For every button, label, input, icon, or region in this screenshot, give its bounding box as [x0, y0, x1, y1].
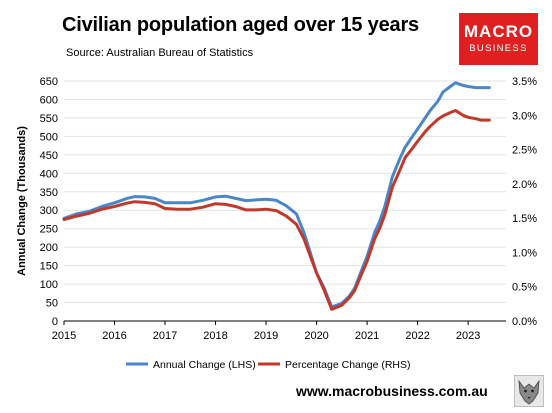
x-tick-label: 2021	[355, 330, 379, 342]
y-tick-label: 100	[40, 279, 58, 291]
x-tick-label: 2018	[203, 330, 227, 342]
y-tick-label: 600	[40, 94, 58, 106]
chart-source: Source: Australian Bureau of Statistics	[66, 47, 254, 59]
x-tick-label: 2017	[153, 330, 177, 342]
y2-tick-label: 3.0%	[512, 110, 537, 122]
y-tick-label: 50	[46, 298, 58, 310]
y2-tick-label: 0.0%	[512, 316, 537, 328]
website-url[interactable]: www.macrobusiness.com.au	[296, 383, 488, 399]
wolf-icon	[514, 375, 544, 407]
y-tick-label: 400	[40, 168, 58, 180]
y-tick-label: 450	[40, 150, 58, 162]
series-line	[62, 81, 491, 309]
y-axis-label: Annual Change (Thousands)	[16, 126, 28, 276]
y2-tick-label: 3.5%	[512, 76, 537, 88]
y-tick-label: 500	[40, 131, 58, 143]
legend-label: Annual Change (LHS)	[153, 359, 256, 371]
logo-line-2: BUSINESS	[469, 43, 528, 54]
y2-tick-label: 1.5%	[512, 213, 537, 225]
x-tick-label: 2023	[456, 330, 480, 342]
x-tick-label: 2016	[102, 330, 126, 342]
y-tick-label: 150	[40, 261, 58, 273]
y2-tick-label: 1.0%	[512, 247, 537, 259]
x-tick-label: 2022	[405, 330, 429, 342]
y2-tick-label: 2.0%	[512, 179, 537, 191]
y-tick-label: 0	[52, 316, 58, 328]
series-line	[62, 109, 491, 311]
y2-tick-label: 0.5%	[512, 282, 537, 294]
x-tick-label: 2015	[52, 330, 76, 342]
legend-label: Percentage Change (RHS)	[285, 359, 410, 371]
macrobusiness-logo: MACRO BUSINESS	[459, 13, 538, 65]
chart-title: Civilian population aged over 15 years	[62, 14, 419, 36]
x-tick-label: 2019	[254, 330, 278, 342]
y-tick-label: 300	[40, 205, 58, 217]
y-tick-label: 650	[40, 76, 58, 88]
y-tick-label: 550	[40, 113, 58, 125]
y2-tick-label: 2.5%	[512, 145, 537, 157]
y-tick-label: 250	[40, 224, 58, 236]
x-tick-label: 2020	[304, 330, 328, 342]
logo-line-1: MACRO	[463, 22, 534, 41]
y-tick-label: 350	[40, 187, 58, 199]
y-tick-label: 200	[40, 242, 58, 254]
